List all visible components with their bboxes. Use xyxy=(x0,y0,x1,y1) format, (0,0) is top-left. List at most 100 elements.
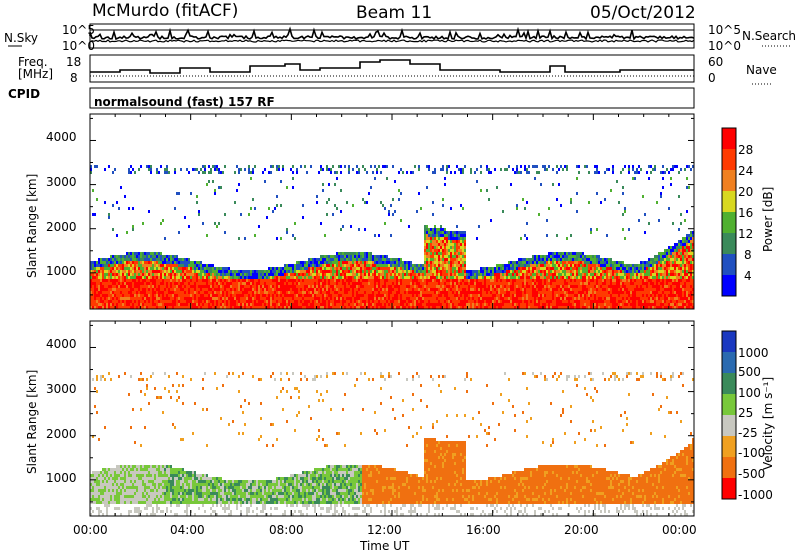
power-cell xyxy=(568,270,570,273)
power-cell xyxy=(526,276,528,279)
power-cell xyxy=(306,267,308,270)
power-cell xyxy=(444,300,446,303)
power-cell xyxy=(604,264,606,267)
power-cell xyxy=(114,264,116,267)
power-cell xyxy=(114,261,116,264)
power-cell xyxy=(416,276,418,279)
power-cell xyxy=(488,168,490,171)
power-cell xyxy=(382,276,384,279)
power-cell xyxy=(570,198,572,201)
power-cell xyxy=(444,258,446,261)
power-cell xyxy=(276,165,278,168)
power-cell xyxy=(256,297,258,300)
power-cell xyxy=(152,291,154,294)
power-cbar-tick-28: 28 xyxy=(738,143,754,157)
power-cell xyxy=(314,264,316,267)
power-cell xyxy=(320,264,322,267)
power-cell xyxy=(370,165,372,168)
power-cell xyxy=(584,255,586,258)
power-cell xyxy=(494,297,496,300)
power-cell xyxy=(354,258,356,261)
power-cell xyxy=(118,267,120,270)
power-cell xyxy=(118,255,120,258)
power-cell xyxy=(372,303,374,306)
power-cell xyxy=(224,297,226,300)
power-cell xyxy=(136,303,138,306)
power-cell xyxy=(446,273,448,276)
power-cell xyxy=(196,288,198,291)
power-cell xyxy=(502,300,504,303)
power-cell xyxy=(128,267,130,270)
power-cell xyxy=(188,306,190,309)
power-cell xyxy=(344,267,346,270)
power-cell xyxy=(444,288,446,291)
power-cell xyxy=(270,306,272,309)
power-cell xyxy=(342,276,344,279)
power-cell xyxy=(410,300,412,303)
power-cell xyxy=(568,306,570,309)
power-cell xyxy=(478,303,480,306)
power-cell xyxy=(406,264,408,267)
power-cell xyxy=(174,168,176,171)
power-cell xyxy=(154,288,156,291)
power-cell xyxy=(410,303,412,306)
power-cell xyxy=(120,291,122,294)
power-cell xyxy=(384,306,386,309)
power-cell xyxy=(204,171,206,174)
power-cell xyxy=(602,285,604,288)
power-cell xyxy=(386,306,388,309)
power-cell xyxy=(348,285,350,288)
power-cell xyxy=(600,201,602,204)
power-cell xyxy=(314,300,316,303)
power-cell xyxy=(324,267,326,270)
power-cell xyxy=(138,276,140,279)
power-cell xyxy=(120,285,122,288)
power-cell xyxy=(430,243,432,246)
power-cell xyxy=(116,306,118,309)
power-cell xyxy=(574,294,576,297)
power-cell xyxy=(120,261,122,264)
power-cell xyxy=(132,168,134,171)
power-cell xyxy=(132,228,134,231)
power-cell xyxy=(376,264,378,267)
power-cell xyxy=(272,306,274,309)
power-cell xyxy=(370,297,372,300)
power-cell xyxy=(518,279,520,282)
power-cell xyxy=(118,303,120,306)
power-cell xyxy=(516,267,518,270)
power-cell xyxy=(428,276,430,279)
power-cell xyxy=(566,273,568,276)
power-cell xyxy=(546,219,548,222)
power-cell xyxy=(154,276,156,279)
power-cell xyxy=(250,288,252,291)
power-cell xyxy=(550,282,552,285)
power-cell xyxy=(290,168,292,171)
power-cell xyxy=(558,291,560,294)
power-cell xyxy=(216,225,218,228)
power-cell xyxy=(218,276,220,279)
power-cell xyxy=(272,279,274,282)
power-cell xyxy=(166,300,168,303)
power-cell xyxy=(540,279,542,282)
power-cell xyxy=(534,297,536,300)
power-cell xyxy=(222,270,224,273)
power-cell xyxy=(172,261,174,264)
power-cell xyxy=(452,306,454,309)
power-cell xyxy=(342,264,344,267)
power-cell xyxy=(158,171,160,174)
power-cell xyxy=(244,282,246,285)
power-cell xyxy=(530,291,532,294)
power-cell xyxy=(128,291,130,294)
power-cell xyxy=(164,267,166,270)
power-cell xyxy=(436,273,438,276)
power-cell xyxy=(230,306,232,309)
power-cell xyxy=(432,240,434,243)
power-cell xyxy=(592,264,594,267)
power-cell xyxy=(394,270,396,273)
power-cell xyxy=(378,255,380,258)
power-cell xyxy=(196,273,198,276)
power-cell xyxy=(248,276,250,279)
power-cell xyxy=(360,303,362,306)
power-cell xyxy=(214,291,216,294)
power-cell xyxy=(126,258,128,261)
